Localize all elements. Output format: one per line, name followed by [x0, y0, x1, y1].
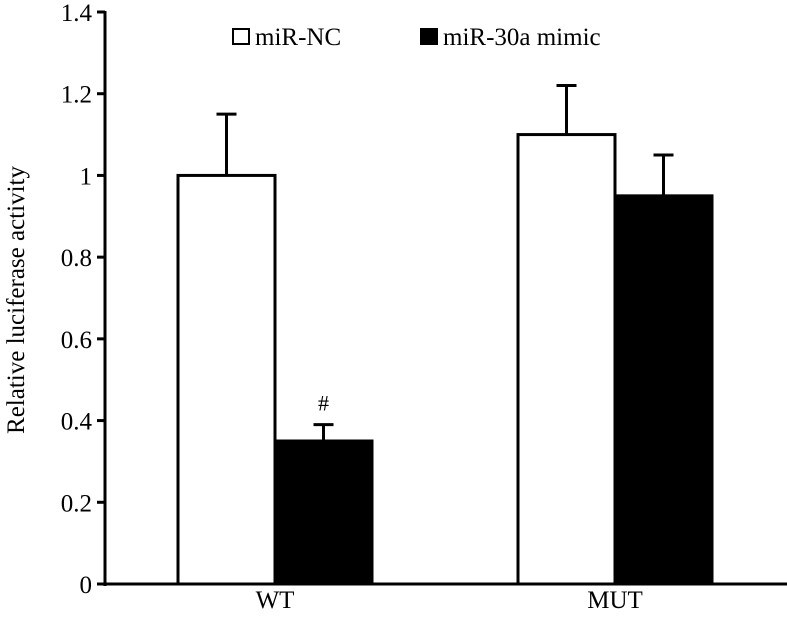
y-tick-label: 0.6 — [61, 327, 92, 354]
y-tick-label: 0 — [80, 572, 93, 599]
significance-marker: # — [318, 391, 329, 416]
bar-wt-nc — [176, 173, 277, 586]
y-tick-label: 0.4 — [61, 409, 93, 436]
y-tick-label: 1.2 — [61, 82, 92, 109]
bar-mut-nc — [516, 133, 617, 586]
legend-swatch — [232, 28, 250, 45]
legend-label: miR-NC — [255, 24, 341, 51]
y-tick-label: 1.4 — [61, 0, 93, 27]
y-tick-label: 0.2 — [61, 490, 92, 517]
bar-wt-mimic — [273, 439, 374, 586]
x-tick-label: MUT — [587, 587, 643, 612]
y-tick-label: 0.8 — [61, 245, 92, 272]
y-axis-label: Relative luciferase activity — [3, 166, 30, 434]
y-tick-label: 1 — [80, 163, 93, 190]
x-tick-label: WT — [256, 587, 295, 612]
legend-label: miR-30a mimic — [443, 24, 601, 51]
bar-mut-mimic — [613, 194, 714, 586]
legend-swatch — [420, 28, 438, 45]
